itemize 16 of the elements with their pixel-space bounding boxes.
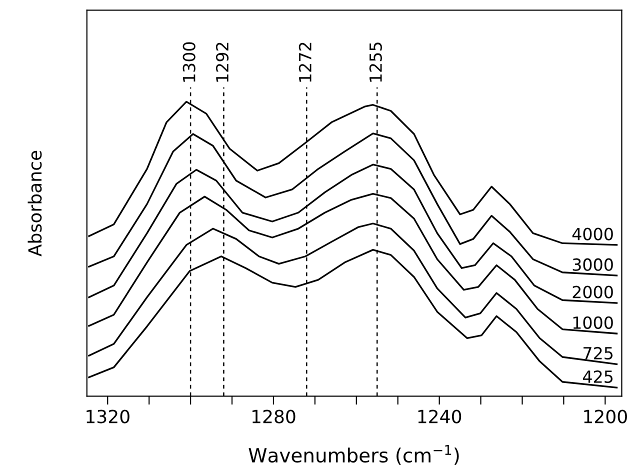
- ref-line-label: 1300: [182, 42, 196, 82]
- series-label: 4000: [572, 228, 613, 240]
- series-label: 2000: [572, 286, 613, 298]
- ref-line-label: 1255: [369, 42, 382, 82]
- y-axis-title: Absorbance: [28, 150, 42, 256]
- series-label: 425: [582, 370, 613, 383]
- series-label: 725: [584, 346, 613, 360]
- ref-line-label: 1272: [298, 42, 312, 82]
- x-tick-label: 1240: [418, 410, 462, 424]
- ref-line-label: 1292: [216, 42, 229, 82]
- series-label: 1000: [573, 316, 613, 329]
- x-tick-label: 1320: [86, 410, 130, 424]
- x-tick-label: 1200: [584, 410, 627, 424]
- x-axis-title: Wavenumbers (cm$^{−1}$): [248, 444, 459, 465]
- series-label: 3000: [572, 258, 613, 271]
- x-tick-label: 1280: [252, 410, 296, 424]
